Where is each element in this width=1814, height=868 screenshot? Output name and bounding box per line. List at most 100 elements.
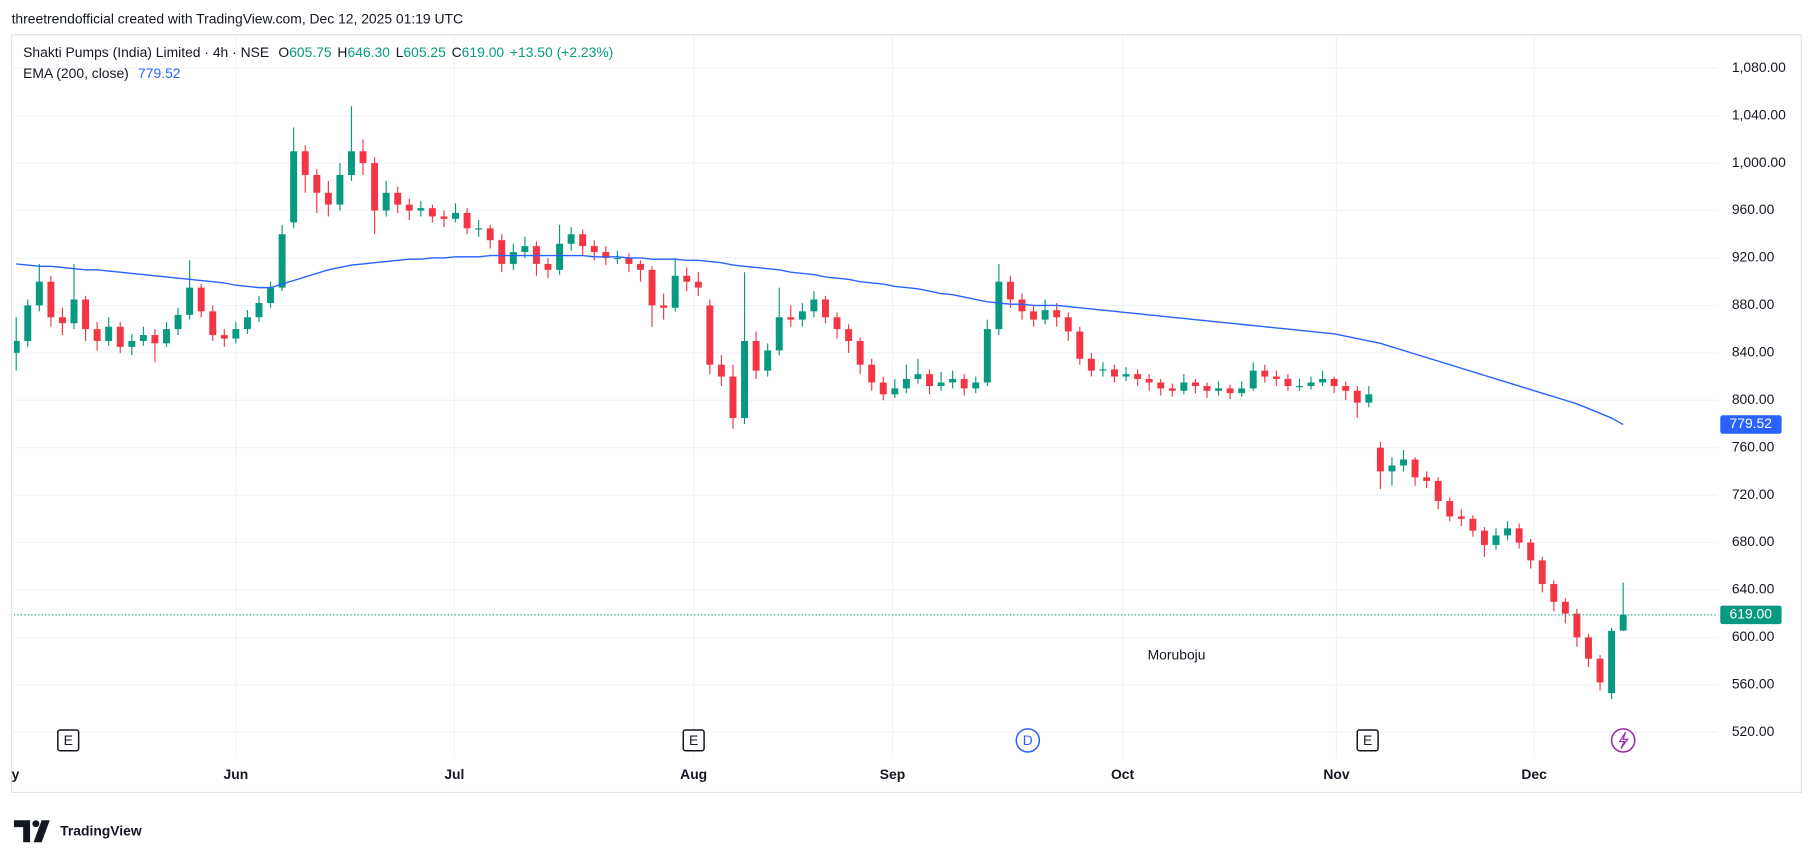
candle-body — [579, 234, 587, 247]
candle-body — [93, 329, 101, 341]
y-tick-label: 800.00 — [1732, 391, 1775, 407]
candle-body — [706, 305, 714, 365]
ema-value: 779.52 — [138, 65, 181, 81]
ohlc-key: C — [452, 44, 462, 60]
candle-body — [278, 234, 286, 288]
candle-body — [70, 299, 78, 324]
candle-body — [1457, 516, 1465, 519]
x-tick-label: May — [0, 766, 20, 782]
candle-body — [1191, 382, 1199, 387]
event-marker — [1015, 728, 1041, 753]
candle-body — [1157, 382, 1165, 389]
ema-tag-box — [1720, 415, 1782, 434]
candle-body — [1249, 370, 1257, 389]
legend-ema: EMA (200, close) 779.52 — [23, 65, 181, 81]
candle-body — [313, 174, 321, 193]
x-tick-label: Oct — [1111, 766, 1135, 782]
candle-body — [891, 388, 899, 395]
candle-body — [1018, 299, 1026, 312]
candle-body — [394, 192, 402, 205]
candle-body — [1030, 311, 1038, 320]
y-tick-label: 840.00 — [1732, 344, 1775, 360]
candle-body — [1480, 530, 1488, 545]
candle-body — [243, 317, 251, 330]
event-marker — [57, 729, 80, 752]
candle-body — [105, 326, 113, 341]
candle-body — [1168, 388, 1176, 391]
plot-area — [13, 106, 1718, 700]
candle-body — [371, 163, 379, 211]
legend-main: Shakti Pumps (India) Limited · 4h · NSE O… — [23, 44, 613, 60]
event-marker — [1356, 729, 1379, 752]
candle-body — [348, 151, 355, 175]
candle-body — [1608, 630, 1616, 694]
watermark: Moruboju — [1148, 647, 1206, 663]
candle-body — [382, 192, 390, 211]
candle-body — [1469, 518, 1477, 531]
candle-body — [463, 212, 471, 229]
candle-body — [810, 299, 818, 312]
y-tick-label: 520.00 — [1732, 723, 1775, 739]
candle-body — [139, 335, 147, 341]
candle-body — [637, 263, 644, 270]
candle-body — [833, 317, 841, 330]
candle-body — [1573, 613, 1581, 638]
candle-body — [359, 151, 367, 164]
candle-body — [729, 376, 737, 419]
candle-body — [1411, 459, 1419, 478]
candle-body — [1619, 614, 1627, 631]
candle-body — [486, 228, 494, 241]
ema-line — [16, 254, 1624, 426]
candle-body — [1353, 390, 1361, 403]
x-tick-label: Aug — [680, 766, 707, 782]
ohlc-key: L — [396, 44, 404, 60]
candle-body — [694, 281, 702, 288]
y-tick-label: 560.00 — [1732, 676, 1775, 692]
event-label: D — [1023, 732, 1033, 748]
y-tick-label: 1,000.00 — [1732, 154, 1786, 170]
logo-part — [33, 820, 50, 843]
ohlc-key: O — [278, 44, 289, 60]
candle-body — [1515, 528, 1523, 543]
candle-body — [1376, 447, 1384, 472]
candle-body — [1319, 378, 1327, 383]
candle-body — [509, 252, 517, 264]
candle-body — [1307, 382, 1315, 387]
y-tick-label: 640.00 — [1732, 581, 1775, 597]
candle-body — [1272, 376, 1280, 379]
y-tick-label: 600.00 — [1732, 628, 1775, 644]
axes: 520.00 560.00 600.00 640.00 680.00 720.00 760.… — [0, 59, 1787, 782]
candle-body — [301, 151, 309, 175]
ohlc-value: 605.25 — [403, 44, 446, 60]
candle-body — [660, 305, 668, 308]
candle-body — [1538, 560, 1546, 585]
candle-body — [13, 340, 20, 353]
chart-frame — [11, 34, 1802, 794]
candle-body — [428, 208, 436, 217]
candle-body — [567, 234, 575, 244]
x-tick-label: Nov — [1323, 766, 1349, 782]
candle-body — [197, 287, 205, 312]
candle-body — [128, 340, 136, 347]
logo-part — [13, 820, 31, 843]
candle-body — [1087, 358, 1095, 371]
candle-body — [209, 311, 217, 336]
candle-body — [1596, 658, 1604, 683]
brand: TradingView — [60, 822, 142, 838]
candle-body — [1203, 386, 1211, 391]
candle-body — [82, 299, 90, 330]
candle-body — [764, 350, 772, 371]
candle-body — [648, 269, 656, 306]
candle-body — [1076, 331, 1084, 359]
y-tick-label: 960.00 — [1732, 201, 1775, 217]
candle-body — [405, 204, 413, 211]
live-icon — [1610, 728, 1636, 753]
candle-body — [521, 246, 529, 253]
candle-body — [1122, 374, 1130, 377]
candle-body — [1585, 637, 1592, 659]
candle-body — [775, 317, 783, 351]
ema-tag-label: 779.52 — [1730, 415, 1773, 431]
candle-body — [949, 378, 957, 383]
candle-body — [1423, 477, 1431, 481]
